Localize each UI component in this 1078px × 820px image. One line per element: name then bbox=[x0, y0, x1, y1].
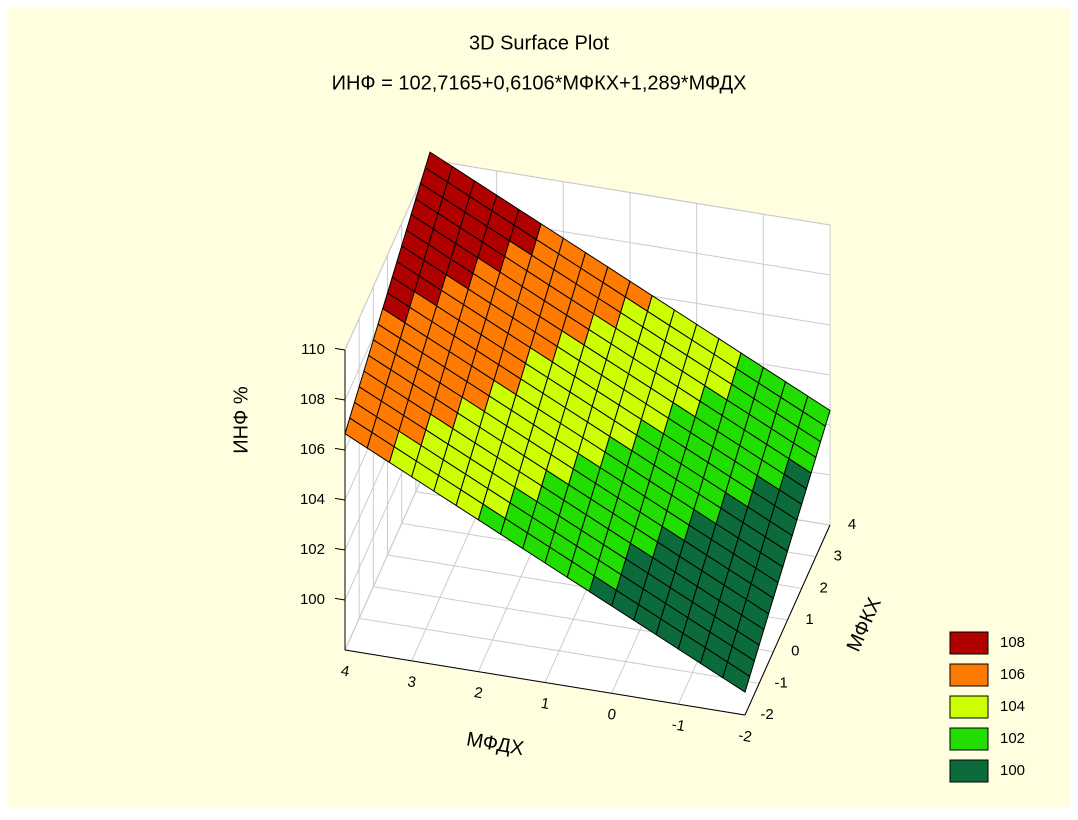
legend-label: 100 bbox=[1000, 762, 1025, 779]
tick-mark bbox=[334, 347, 346, 351]
z-tick-label: 108 bbox=[300, 391, 325, 408]
z-tick-label: 102 bbox=[300, 541, 325, 558]
z-axis-label: ИНФ % bbox=[230, 386, 252, 454]
legend-swatch bbox=[949, 759, 989, 783]
legend-label: 106 bbox=[1000, 666, 1025, 683]
x-tick-label: 3 bbox=[406, 673, 417, 691]
legend-swatch bbox=[949, 631, 989, 655]
tick-mark bbox=[334, 547, 346, 551]
y-tick-label: 3 bbox=[834, 548, 842, 565]
z-tick-label: 110 bbox=[301, 341, 325, 358]
grid-line bbox=[359, 617, 760, 684]
tick-mark bbox=[334, 397, 346, 401]
y-tick-label: 2 bbox=[819, 579, 827, 596]
legend-swatch bbox=[949, 727, 989, 751]
x-tick-label: 0 bbox=[606, 706, 617, 724]
x-tick-label: 1 bbox=[540, 695, 551, 713]
x-tick-label: -2 bbox=[737, 727, 753, 746]
chart-subtitle: ИНФ = 102,7165+0,6106*МФКХ+1,289*МФДХ bbox=[332, 72, 747, 94]
legend-swatch bbox=[949, 663, 989, 687]
z-tick-label: 106 bbox=[300, 441, 325, 458]
legend-label: 104 bbox=[1000, 698, 1025, 715]
surface-cell bbox=[722, 661, 751, 693]
y-tick-label: 0 bbox=[791, 643, 799, 660]
chart-title: 3D Surface Plot bbox=[469, 32, 610, 54]
z-tick-label: 104 bbox=[300, 491, 325, 508]
tick-mark bbox=[334, 497, 346, 501]
y-tick-label: 1 bbox=[805, 611, 813, 628]
y-tick-label: -1 bbox=[774, 674, 787, 691]
z-tick-label: 100 bbox=[300, 591, 325, 608]
tick-mark bbox=[334, 597, 346, 601]
legend-swatch bbox=[949, 695, 989, 719]
x-axis bbox=[344, 649, 746, 716]
legend-label: 102 bbox=[1000, 730, 1025, 747]
x-tick-label: -1 bbox=[670, 716, 686, 735]
y-tick-label: -2 bbox=[760, 706, 773, 723]
tick-mark bbox=[334, 447, 346, 451]
y-tick-label: 4 bbox=[848, 516, 856, 533]
y-axis bbox=[744, 524, 831, 716]
x-tick-label: 2 bbox=[473, 684, 484, 702]
legend-label: 108 bbox=[1000, 634, 1025, 651]
x-tick-label: 4 bbox=[340, 662, 351, 680]
